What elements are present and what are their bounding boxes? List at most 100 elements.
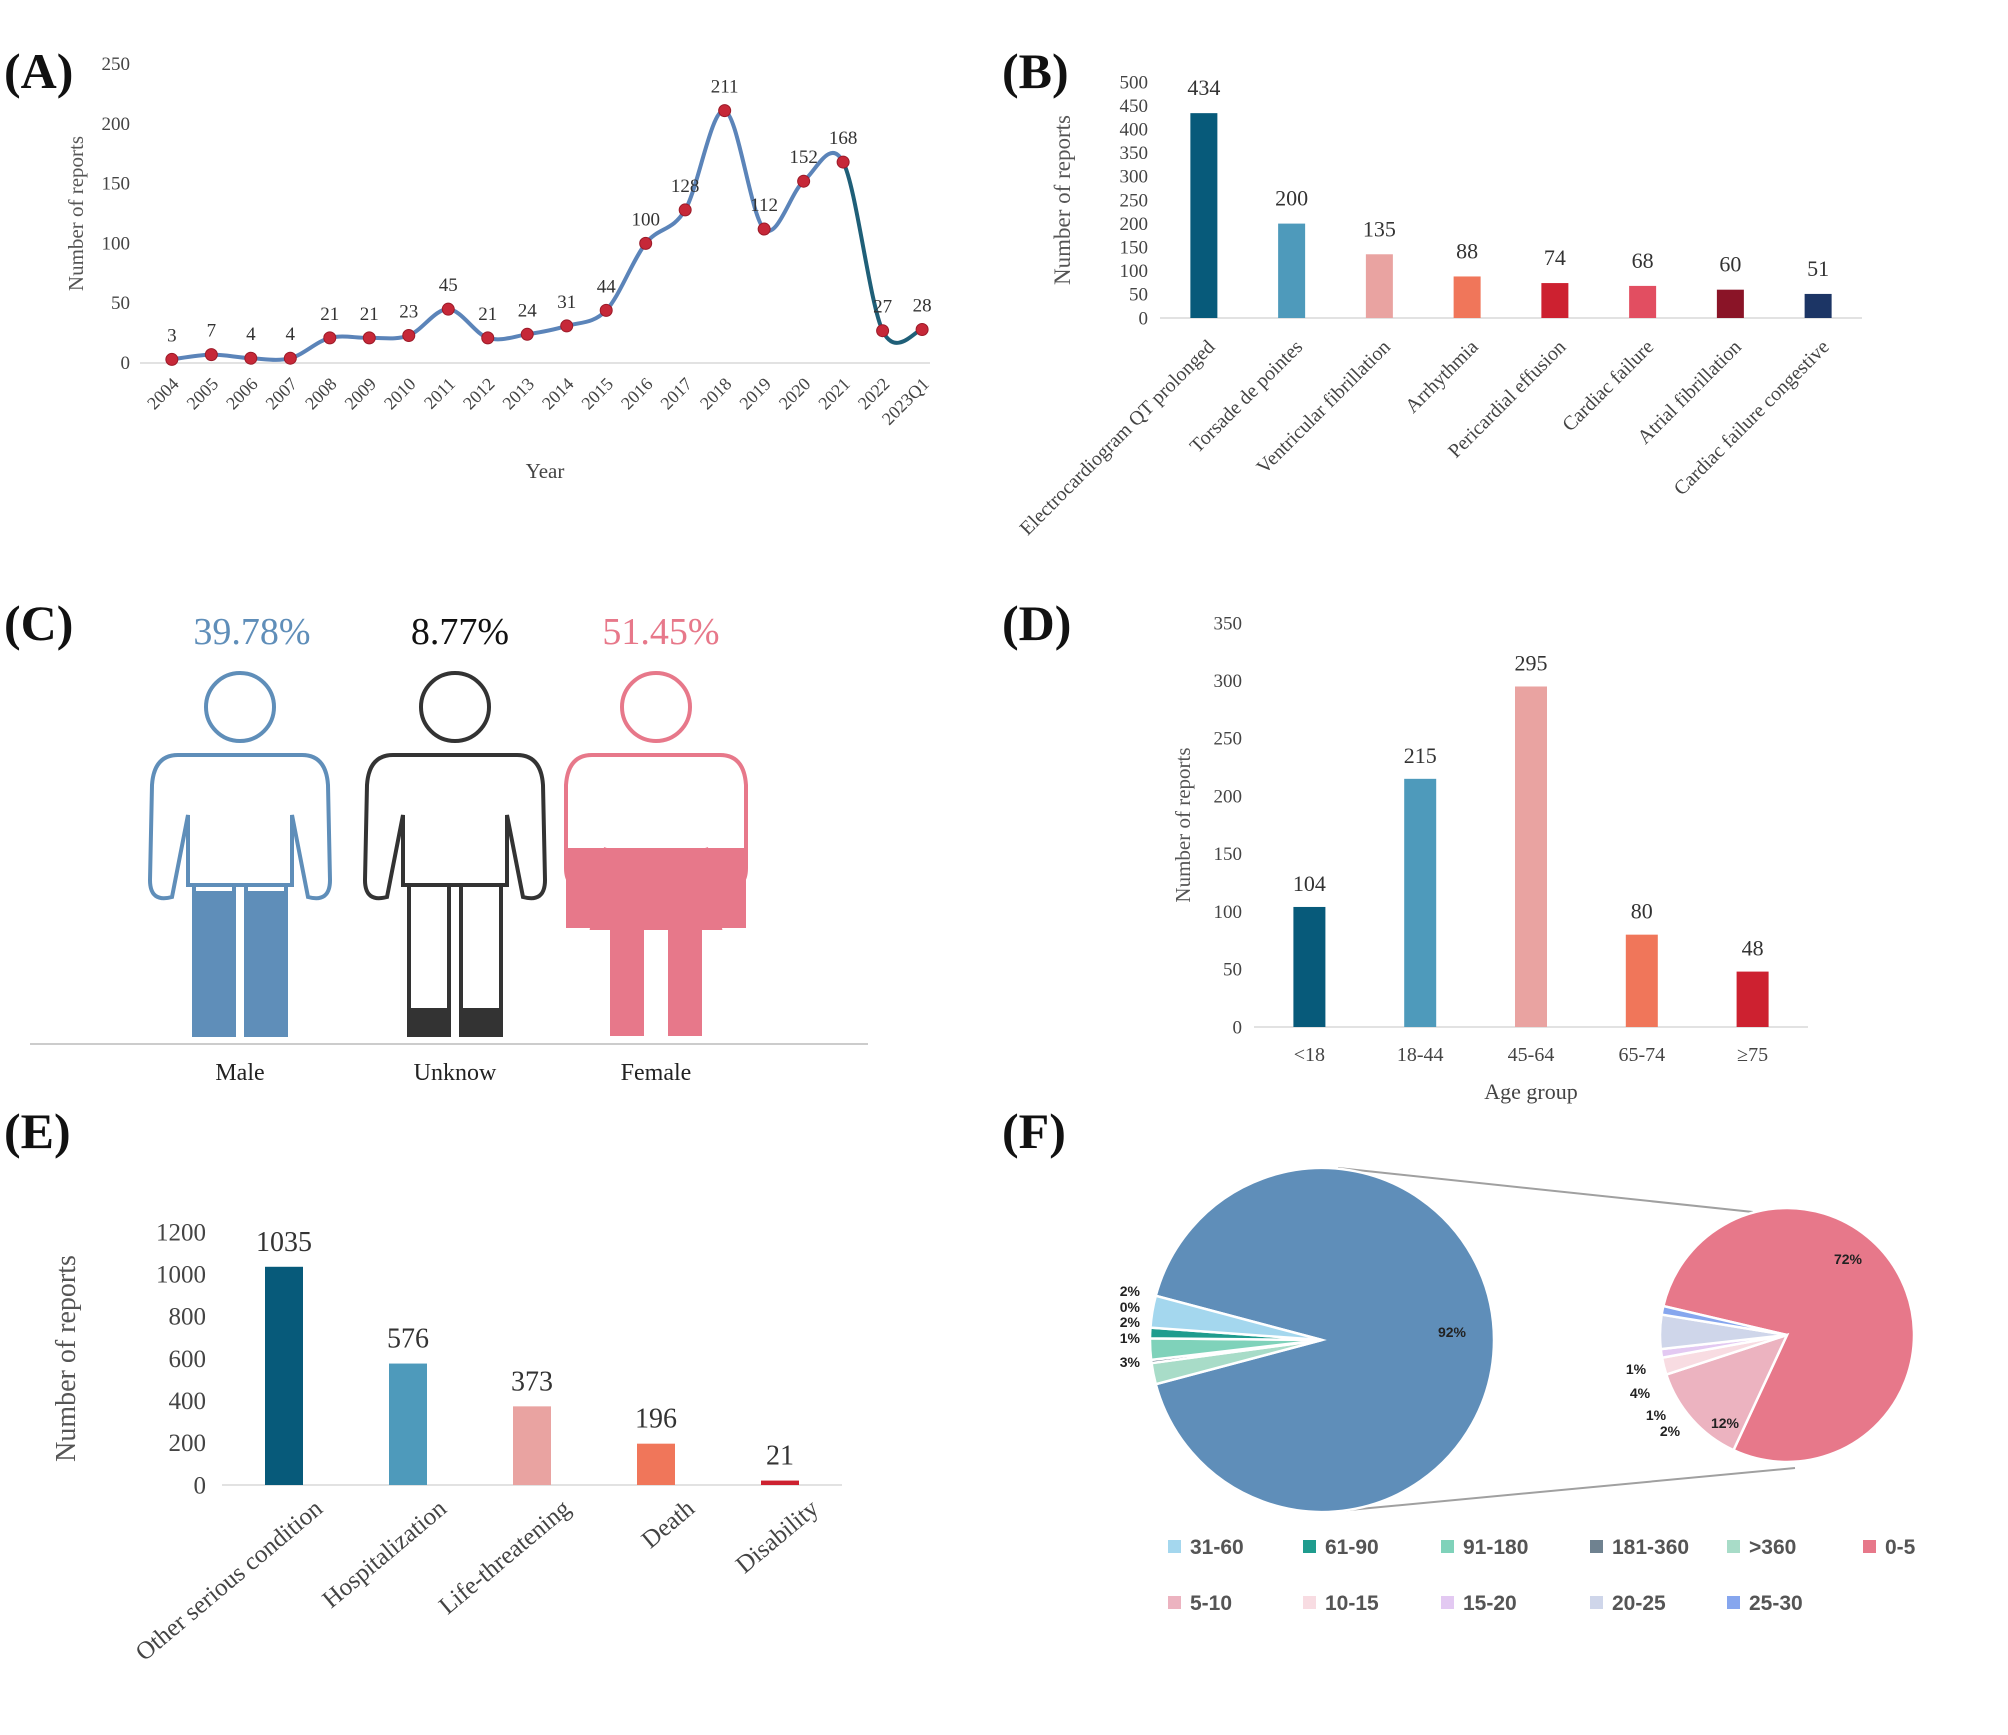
data-point [165,352,179,366]
data-label: 576 [387,1324,429,1355]
y-tick-label: 100 [102,233,131,254]
data-label: 168 [829,128,858,149]
data-label: 1035 [256,1227,312,1258]
bar [1629,285,1657,318]
data-label: 152 [789,147,818,168]
y-tick-label: 100 [1120,261,1149,282]
legend-label: 31-60 [1190,1536,1244,1559]
panel-e-bar-chart: (E) 0 200 400 600 800 1000 1200 Number of report… [4,1103,842,1666]
y-tick-label: 0 [121,353,131,374]
data-point [836,155,850,169]
data-label: 215 [1404,743,1437,768]
data-label: 128 [671,176,700,197]
data-label: 3 [167,325,177,346]
y-tick-label: 300 [1120,167,1149,188]
slice-label: 12% [1711,1415,1740,1431]
bar [513,1406,551,1485]
bar [1293,906,1326,1027]
legend-label: 10-15 [1325,1592,1379,1615]
category-label: Female [621,1060,692,1086]
y-tick-label: 250 [1120,190,1149,211]
data-label: 21 [766,1441,794,1472]
legend-label: 61-90 [1325,1536,1379,1559]
slice-label: 92% [1438,1324,1467,1340]
body-outline [147,753,333,901]
data-point [639,236,653,250]
data-label: 104 [1293,871,1326,896]
y-tick-label: 400 [169,1388,207,1415]
y-tick-label: 150 [1120,237,1149,258]
x-tick-label: 2016 [617,374,657,414]
x-tick-label: Other serious condition [131,1495,329,1667]
x-tick-label: 2006 [222,374,262,414]
x-tick-label: Disability [731,1495,824,1579]
data-label: 4 [286,324,296,345]
x-tick-label: 2017 [656,374,696,414]
data-label: 88 [1456,238,1478,263]
x-axis-title: Year [526,459,565,483]
bar [1716,289,1744,318]
legend-label: 91-180 [1463,1536,1528,1559]
slice-label: 1% [1646,1407,1667,1423]
legend-swatch [1168,1596,1181,1609]
slice-label: 4% [1630,1385,1651,1401]
legend-label: 20-25 [1612,1592,1666,1615]
data-point [876,324,890,338]
data-label: 44 [597,276,617,297]
bar [1541,283,1569,318]
y-tick-label: 200 [1120,214,1149,235]
legend-swatch [1303,1596,1316,1609]
panel-c-gender-pictogram: (C) 39.78% Male 8.77% Unknow 51.45% Female [4,595,868,1086]
head-icon [419,671,491,743]
leg [668,924,702,1036]
x-tick-label: 2005 [183,374,223,414]
x-tick-label: 2014 [538,374,578,414]
y-tick-label: 300 [1214,671,1243,692]
data-point [915,323,929,337]
data-point [520,327,534,341]
slice-label: 2% [1120,1314,1141,1330]
pie-slice [1154,1166,1496,1514]
data-label: 45 [439,275,458,296]
legend-swatch [1590,1540,1603,1553]
data-label: 21 [320,304,339,325]
panel-letter: (C) [4,595,73,651]
data-label: 196 [635,1404,677,1435]
legend-label: 0-5 [1885,1536,1916,1559]
bar [761,1480,799,1485]
data-label: 27 [873,297,892,318]
panel-letter: (A) [4,43,73,99]
data-label: 200 [1275,186,1308,211]
data-label: 28 [913,296,932,317]
x-tick-label: 2010 [380,374,420,414]
pie-slice [1149,1294,1323,1342]
panel-letter: (F) [1002,1103,1066,1159]
person-figure [564,671,748,1036]
legend-swatch [1727,1596,1740,1609]
data-point [599,303,613,317]
y-tick-label: 800 [169,1304,207,1331]
data-label: 24 [518,300,538,321]
y-tick-label: 350 [1120,143,1149,164]
x-tick-label: Cardiac failure [1558,336,1658,436]
y-tick-label: 0 [1139,308,1149,329]
person-figure [147,671,333,1037]
data-label: 21 [478,304,497,325]
x-tick-label: ≥75 [1737,1044,1768,1066]
x-axis-title: Age group [1484,1079,1577,1104]
data-point [204,348,218,362]
legend-swatch [1863,1540,1876,1553]
x-tick-label: 2012 [459,374,499,414]
category-label: Male [215,1060,264,1086]
legend-label: 15-20 [1463,1592,1517,1615]
y-tick-label: 1000 [156,1261,206,1288]
legend-swatch [1441,1540,1454,1553]
connector-line [1337,1167,1754,1213]
x-tick-label: 2007 [262,374,302,414]
data-label: 100 [631,209,660,230]
legend-label: >360 [1749,1536,1796,1559]
data-point [560,319,574,333]
y-tick-label: 200 [102,114,131,135]
fill-level [463,1008,499,1035]
data-label: 295 [1515,650,1548,675]
